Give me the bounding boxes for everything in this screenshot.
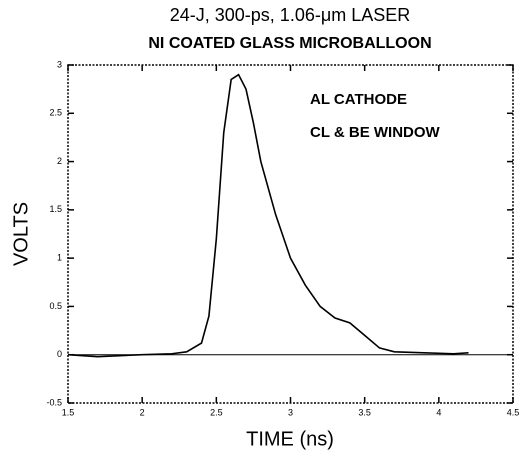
annotation: AL CATHODE — [310, 91, 407, 108]
y-tick-label: 1 — [57, 253, 62, 263]
plot-frame — [67, 64, 514, 404]
y-tick-label: 0.5 — [49, 301, 62, 311]
y-tick-label: 3 — [57, 59, 62, 69]
x-tick-label: 4 — [436, 407, 441, 417]
x-tick-label: 2.5 — [210, 407, 223, 417]
annotation: CL & BE WINDOW — [310, 124, 441, 141]
data-line — [67, 73, 469, 358]
y-tick-label: 1.5 — [49, 204, 62, 214]
x-tick-label: 3.5 — [358, 407, 371, 417]
chart-title: 24-J, 300-ps, 1.06-μm LASER — [170, 5, 410, 25]
y-tick-label: 0 — [57, 349, 62, 359]
x-tick-label: 2 — [140, 407, 145, 417]
x-tick-label: 4.5 — [507, 407, 520, 417]
y-tick-label: -0.5 — [46, 397, 62, 407]
y-axis-label: VOLTS — [10, 202, 32, 266]
chart-subtitle: NI COATED GLASS MICROBALLOON — [148, 35, 431, 52]
x-axis-label: TIME (ns) — [246, 428, 334, 450]
y-tick-label: 2 — [57, 156, 62, 166]
x-tick-label: 1.5 — [62, 407, 75, 417]
x-tick-label: 3 — [288, 407, 293, 417]
y-tick-label: 2.5 — [49, 108, 62, 118]
